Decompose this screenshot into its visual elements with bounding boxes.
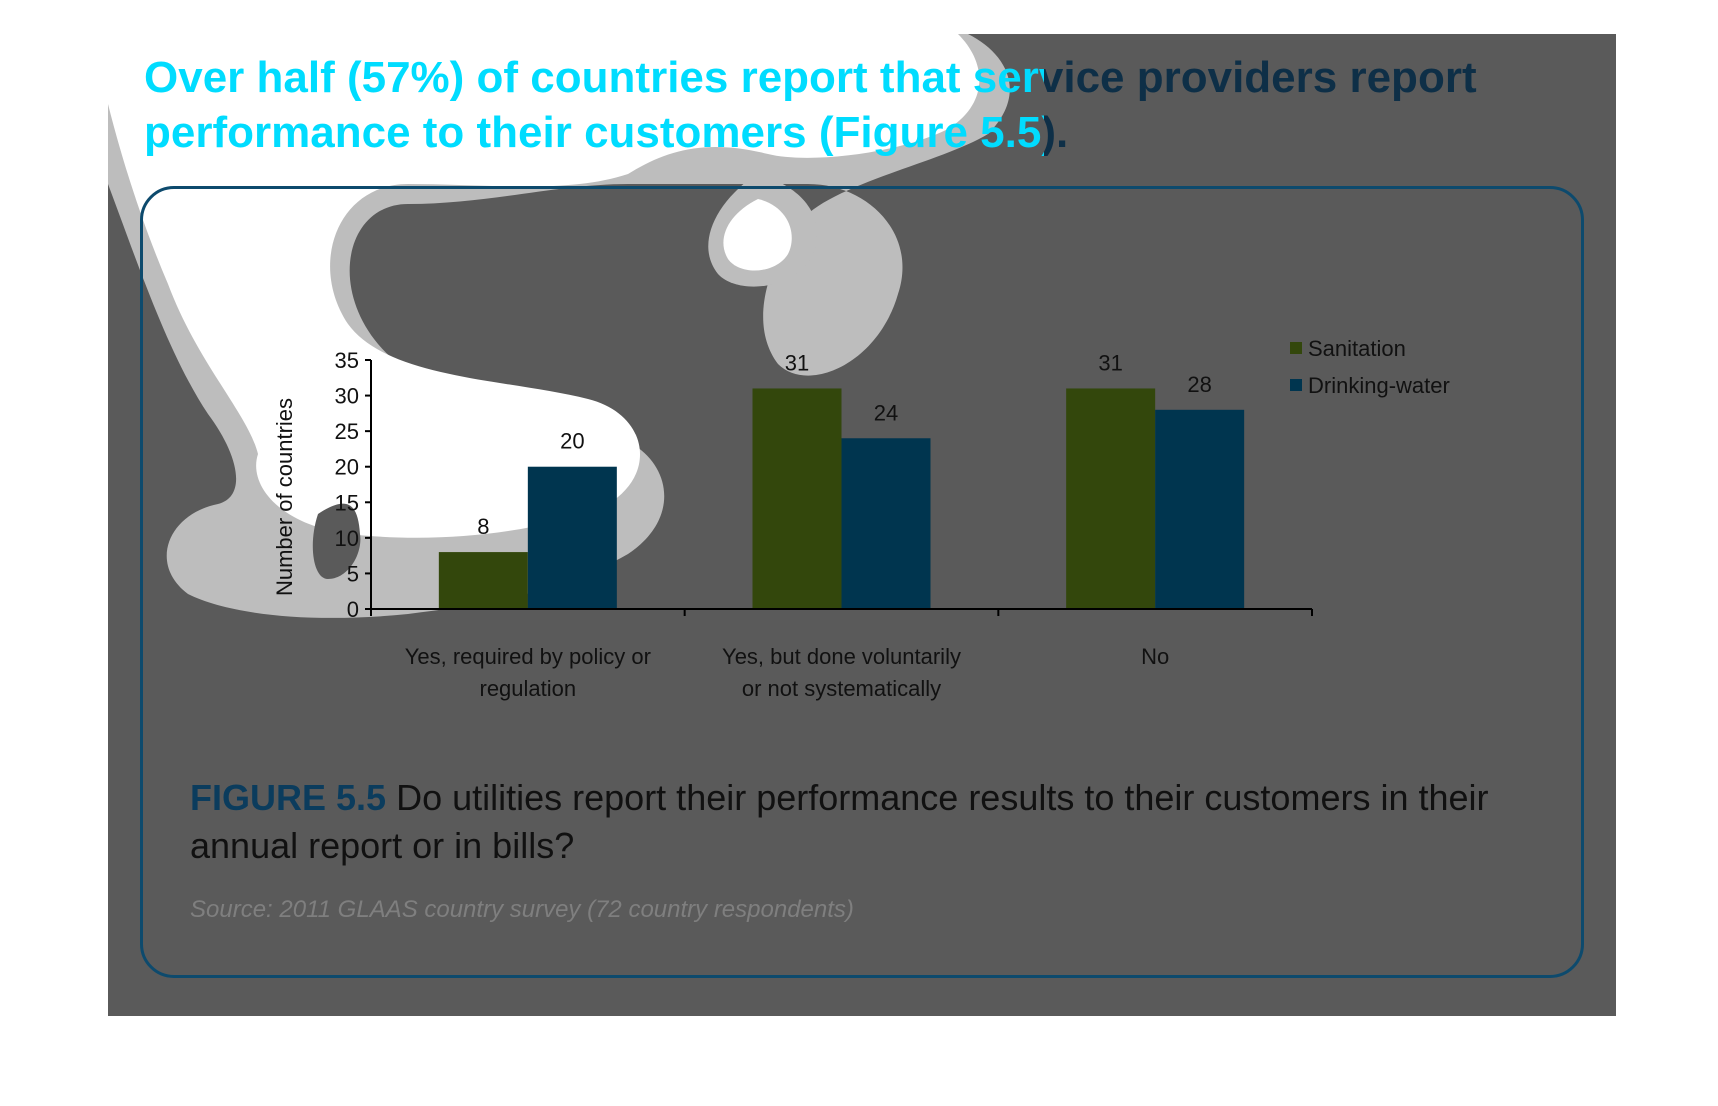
data-labels-group: 8 20 31 24 31 28 — [477, 350, 1212, 539]
figure-caption: FIGURE 5.5 Do utilities report their per… — [190, 774, 1550, 870]
bar-sanitation-1 — [438, 552, 528, 609]
legend-swatch-drinking-water — [1290, 379, 1302, 391]
legend-swatch-sanitation — [1290, 342, 1302, 354]
bar-sanitation-3 — [1066, 388, 1156, 609]
figure-panel — [140, 186, 1584, 978]
y-tick-label: 15 — [335, 490, 359, 515]
data-label: 31 — [1098, 350, 1122, 375]
x-tick-label: Yes, but done voluntarily or not systemat… — [722, 644, 961, 701]
bar-chart: 8 20 31 24 31 28 0 5 10 15 20 25 30 35 Yes, required… — [272, 336, 1450, 701]
figure-label: FIGURE 5.5 — [190, 777, 387, 818]
bar-drinking-water-3 — [1155, 409, 1245, 609]
y-tick-label: 30 — [335, 384, 359, 409]
slide-background — [108, 34, 1616, 1016]
data-label: 20 — [560, 429, 584, 454]
data-label: 8 — [477, 514, 489, 539]
y-axis-label: Number of countries — [272, 398, 297, 596]
y-tick-label: 25 — [335, 419, 359, 444]
x-axis: Yes, required by policy or regulation Yes,… — [370, 608, 1313, 701]
source-note: Source: 2011 GLAAS country survey (72 co… — [190, 896, 854, 923]
figure-caption-text: Do utilities report their performance re… — [190, 777, 1489, 866]
data-label: 28 — [1187, 372, 1211, 397]
bar-sanitation-2 — [752, 388, 842, 609]
data-label: 24 — [874, 400, 898, 425]
legend: Sanitation Drinking-water — [1290, 336, 1450, 398]
legend-label: Sanitation — [1308, 336, 1406, 361]
y-tick-label: 5 — [347, 561, 359, 586]
bars-group — [438, 388, 1245, 609]
data-label: 31 — [785, 350, 809, 375]
y-tick-label: 20 — [335, 455, 359, 480]
y-tick-label: 10 — [335, 526, 359, 551]
y-tick-label: 0 — [347, 597, 359, 622]
x-tick-label: Yes, required by policy or regulation — [405, 644, 651, 701]
y-tick-label: 35 — [335, 348, 359, 373]
legend-label: Drinking-water — [1308, 373, 1450, 398]
x-tick-label: No — [1141, 644, 1169, 669]
bar-drinking-water-1 — [527, 466, 617, 609]
y-axis: 0 5 10 15 20 25 30 35 — [335, 348, 372, 622]
white-overlay-shape — [108, 34, 1010, 618]
bar-drinking-water-2 — [841, 438, 931, 609]
